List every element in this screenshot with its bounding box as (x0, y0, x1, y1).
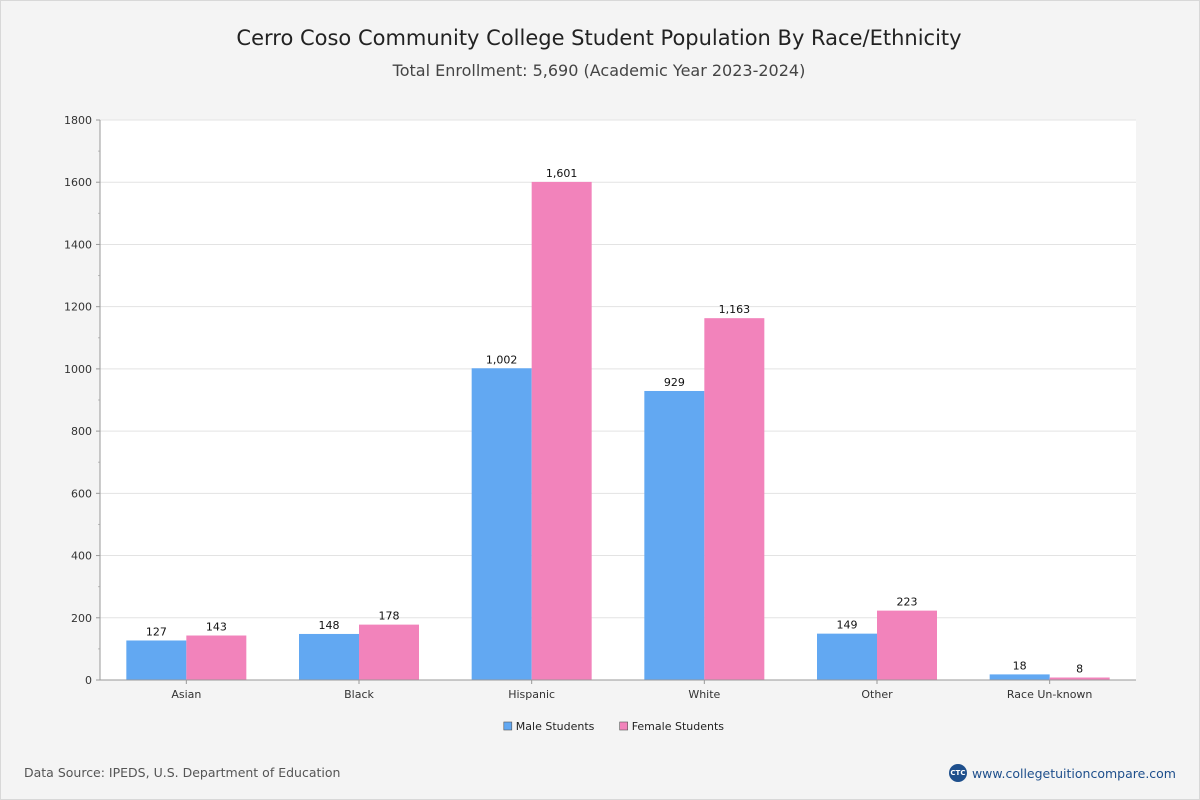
brand-link[interactable]: CTC www.collegetuitioncompare.com (948, 764, 1176, 782)
data-label: 143 (206, 621, 227, 634)
y-tick-label: 1000 (64, 363, 92, 376)
chart-subtitle: Total Enrollment: 5,690 (Academic Year 2… (392, 61, 806, 80)
data-label: 1,601 (546, 167, 578, 180)
brand-logo-icon: CTC (948, 764, 967, 782)
data-label: 1,002 (486, 353, 518, 366)
data-label: 149 (837, 619, 858, 632)
data-label: 18 (1013, 659, 1027, 672)
data-label: 178 (379, 610, 400, 623)
x-tick-label: Race Un-known (1007, 688, 1093, 701)
bar (186, 635, 247, 680)
brand-url: www.collegetuitioncompare.com (971, 765, 1176, 781)
y-tick-label: 800 (71, 425, 92, 438)
y-tick-label: 1600 (64, 176, 92, 189)
x-tick-label: Black (344, 688, 374, 701)
y-tick-label: 1200 (64, 301, 92, 314)
x-tick-label: White (688, 688, 720, 701)
y-tick-label: 600 (71, 487, 92, 500)
bar (126, 640, 187, 680)
bar (989, 674, 1050, 680)
data-source-note: Data Source: IPEDS, U.S. Department of E… (24, 765, 341, 780)
legend-label: Male Students (516, 720, 595, 733)
bar (471, 368, 532, 680)
x-tick-label: Hispanic (508, 688, 555, 701)
legend-label: Female Students (632, 720, 725, 733)
y-tick-label: 1800 (64, 114, 92, 127)
bar (644, 390, 705, 680)
bar (531, 181, 592, 680)
chart-title: Cerro Coso Community College Student Pop… (236, 26, 962, 50)
y-tick-label: 0 (85, 674, 92, 687)
plot-area (100, 120, 1136, 680)
bar (299, 633, 359, 680)
y-tick-label: 200 (71, 612, 92, 625)
bar (1049, 677, 1110, 680)
y-tick-label: 400 (71, 550, 92, 563)
data-label: 127 (146, 625, 167, 638)
legend-swatch (619, 721, 629, 731)
bar (877, 610, 937, 680)
data-label: 929 (664, 376, 685, 389)
bar (704, 318, 765, 680)
legend-swatch (503, 721, 513, 731)
data-label: 148 (319, 619, 340, 632)
data-label: 1,163 (719, 303, 751, 316)
bar (359, 624, 419, 680)
data-label: 223 (897, 596, 918, 609)
y-tick-label: 1400 (64, 238, 92, 251)
bar (817, 633, 877, 680)
data-label: 8 (1076, 663, 1083, 676)
x-tick-label: Other (861, 688, 893, 701)
x-tick-label: Asian (171, 688, 201, 701)
